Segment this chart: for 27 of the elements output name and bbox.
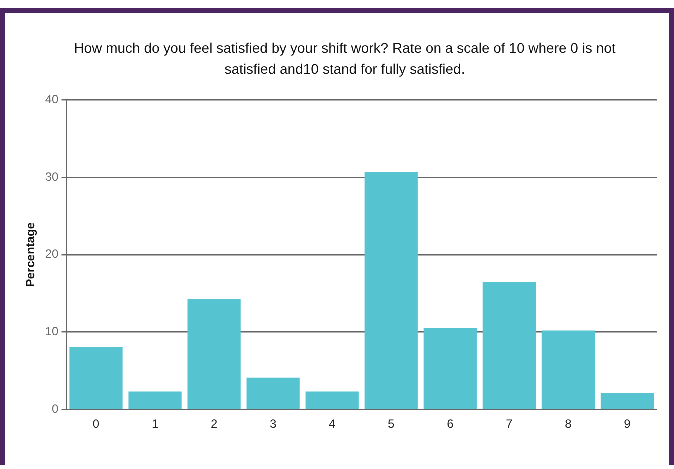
x-tick-label: 1 <box>152 417 159 432</box>
bar <box>542 330 596 409</box>
y-tick-label: 20 <box>45 247 60 262</box>
x-tick-label: 2 <box>210 417 218 432</box>
y-tick-label: 0 <box>52 402 60 416</box>
y-tick-label: 40 <box>45 92 60 107</box>
bar <box>188 298 241 409</box>
y-axis-title: Percentage <box>24 222 38 288</box>
x-tick-label: 4 <box>329 417 336 432</box>
y-tick-label: 10 <box>45 324 60 339</box>
bar <box>128 392 182 409</box>
y-tick-label: 30 <box>45 170 60 184</box>
x-tick-label: 8 <box>565 417 572 432</box>
x-tick-label: 7 <box>506 417 514 432</box>
bar <box>306 392 359 409</box>
bar <box>482 282 536 409</box>
x-tick-label: 5 <box>388 417 396 432</box>
bar <box>364 172 418 409</box>
x-tick-label: 6 <box>447 417 454 432</box>
bar <box>70 346 123 409</box>
chart-title: How much do you feel satisfied by your shift work? Rate on a scale of 10 where 0 is not satisfied and10 stand for fully satisfied. <box>73 39 617 79</box>
bar <box>600 393 654 409</box>
x-tick-label: 0 <box>92 417 100 432</box>
bar <box>424 328 477 409</box>
bar <box>246 378 300 409</box>
x-tick-label: 9 <box>624 417 632 432</box>
x-tick-label: 3 <box>270 417 277 432</box>
